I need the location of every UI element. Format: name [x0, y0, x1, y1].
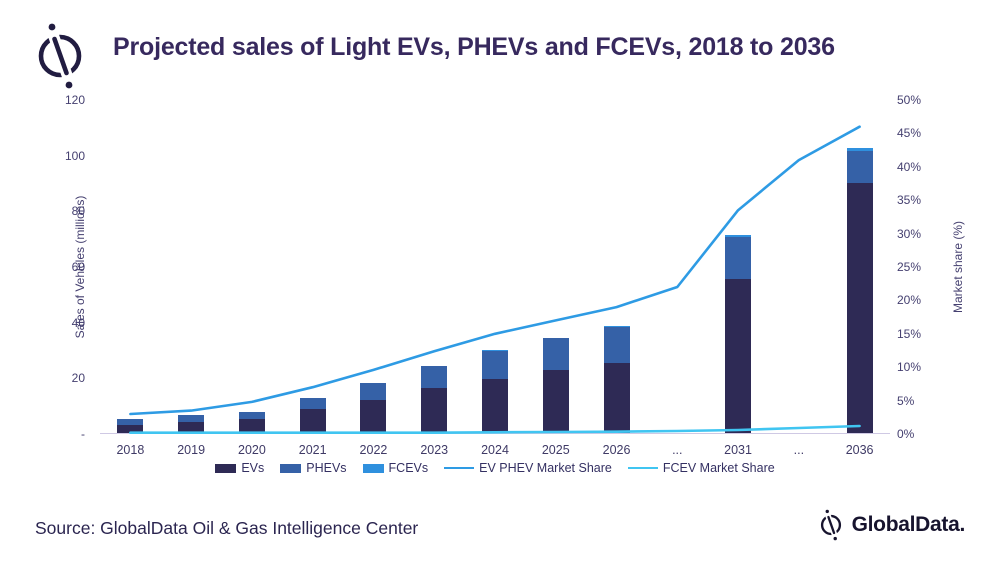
legend-item-phevs: PHEVs	[280, 461, 347, 475]
x-axis-label: 2020	[238, 443, 266, 457]
bar-segment-evs	[360, 399, 387, 433]
right-axis-tick: 40%	[897, 159, 922, 174]
legend-line-swatch	[627, 466, 658, 470]
right-axis-tick: 5%	[897, 393, 915, 408]
bar-segment-phevs	[482, 350, 508, 379]
stacked-bar-2026	[603, 326, 630, 433]
left-axis-tick: 20	[71, 371, 85, 386]
bar-segment-phevs	[117, 419, 144, 425]
right-axis-tick: 10%	[897, 360, 922, 375]
bar-segment-evs	[178, 421, 205, 433]
bar-segment-evs	[117, 424, 144, 433]
bar-segment-phevs	[542, 338, 569, 371]
bar-segment-fcevs	[482, 350, 508, 351]
bar-segment-fcevs	[725, 235, 752, 237]
bar-segment-fcevs	[846, 147, 873, 151]
bar-segment-evs	[542, 370, 569, 433]
bar-segment-phevs	[178, 414, 205, 422]
right-axis-tick: 50%	[897, 93, 922, 107]
right-axis-tick: 35%	[897, 193, 922, 208]
legend-item-fcev-market-share: FCEV Market Share	[627, 461, 775, 475]
x-axis-label: 2026	[602, 443, 631, 457]
x-axis-label: 2025	[541, 443, 570, 457]
bar-segment-evs	[421, 388, 448, 433]
ev-phev-market-share-line	[129, 125, 861, 416]
legend-item-fcevs: FCEVs	[362, 461, 429, 475]
globaldata-logo-icon	[820, 509, 841, 541]
x-axis-label: ...	[793, 443, 805, 457]
bar-segment-fcevs	[542, 337, 569, 339]
bar-segment-evs	[482, 378, 508, 433]
x-axis-label: 2036	[845, 443, 874, 457]
legend-label: PHEVs	[306, 461, 347, 475]
footer-brand: GlobalData.	[816, 508, 965, 542]
stacked-bar-2023	[421, 366, 448, 433]
x-axis-label: ...	[672, 443, 683, 457]
x-axis-label: 2023	[420, 443, 449, 457]
left-axis-tick: 40	[71, 315, 85, 330]
bar-segment-evs	[725, 278, 752, 433]
left-axis-tick: 100	[64, 148, 85, 163]
left-axis-tick: 60	[71, 260, 85, 274]
right-axis-tick: 30%	[897, 226, 922, 241]
legend-label: EV PHEV Market Share	[479, 461, 612, 475]
stacked-bar-2036	[846, 147, 873, 433]
x-axis-label: 2021	[298, 443, 327, 457]
left-axis-tick: 80	[71, 204, 85, 219]
x-axis-label: 2019	[177, 443, 206, 457]
stacked-bar-2018	[117, 419, 144, 433]
right-axis-tick: 25%	[897, 260, 922, 274]
stacked-bar-2031	[725, 235, 752, 433]
right-axis-tick: 20%	[897, 293, 922, 308]
right-axis-tick: 0%	[897, 427, 915, 441]
bar-segment-phevs	[725, 236, 752, 279]
source-text: Source: GlobalData Oil & Gas Intelligenc…	[35, 518, 419, 538]
legend-swatch	[215, 463, 237, 473]
legend-label: EVs	[241, 461, 265, 475]
left-axis-tick: 120	[64, 93, 85, 107]
bar-segment-fcevs	[603, 326, 630, 328]
stacked-bar-2019	[178, 414, 205, 433]
bar-segment-phevs	[421, 366, 448, 389]
right-axis-tick: 15%	[897, 326, 922, 341]
chart-legend: EVs PHEVs FCEVs EV PHEV Market Share FCEV Ma…	[100, 461, 890, 475]
bar-segment-evs	[846, 182, 873, 433]
left-axis-tick: -	[81, 427, 85, 441]
x-axis-label: 2024	[481, 443, 509, 457]
bar-segment-phevs	[603, 327, 630, 364]
bar-segment-phevs	[238, 412, 265, 420]
x-axis-label: 2031	[724, 443, 752, 457]
bar-segment-phevs	[299, 398, 326, 410]
stacked-bar-2024	[482, 350, 508, 433]
legend-item-evs: EVs	[215, 461, 264, 475]
globaldata-logo-icon	[38, 23, 82, 89]
right-axis-tick: 45%	[897, 126, 922, 141]
legend-swatch	[280, 463, 302, 473]
stacked-bar-2022	[360, 382, 387, 433]
stacked-bar-2020	[238, 412, 265, 433]
plot-area	[100, 100, 890, 435]
bar-segment-evs	[603, 363, 630, 433]
bar-segment-phevs	[360, 382, 387, 400]
legend-swatch	[362, 463, 384, 473]
stacked-bar-2025	[542, 337, 569, 433]
bar-segment-evs	[238, 419, 265, 433]
page-title: Projected sales of Light EVs, PHEVs and …	[113, 33, 835, 61]
legend-label: FCEV Market Share	[662, 461, 775, 475]
x-axis-label: 2022	[359, 443, 388, 457]
stacked-bar-2021	[299, 398, 326, 433]
bar-segment-phevs	[846, 150, 873, 183]
legend-item-ev-phev-market-share: EV PHEV Market Share	[444, 461, 612, 475]
legend-label: FCEVs	[388, 461, 429, 475]
bar-segment-evs	[299, 409, 326, 433]
x-axis-label: 2018	[116, 443, 145, 457]
market-share-lines	[129, 125, 861, 435]
legend-line-swatch	[444, 466, 475, 470]
footer-brand-text: GlobalData.	[851, 513, 966, 536]
fcev-market-share-line	[129, 424, 861, 435]
